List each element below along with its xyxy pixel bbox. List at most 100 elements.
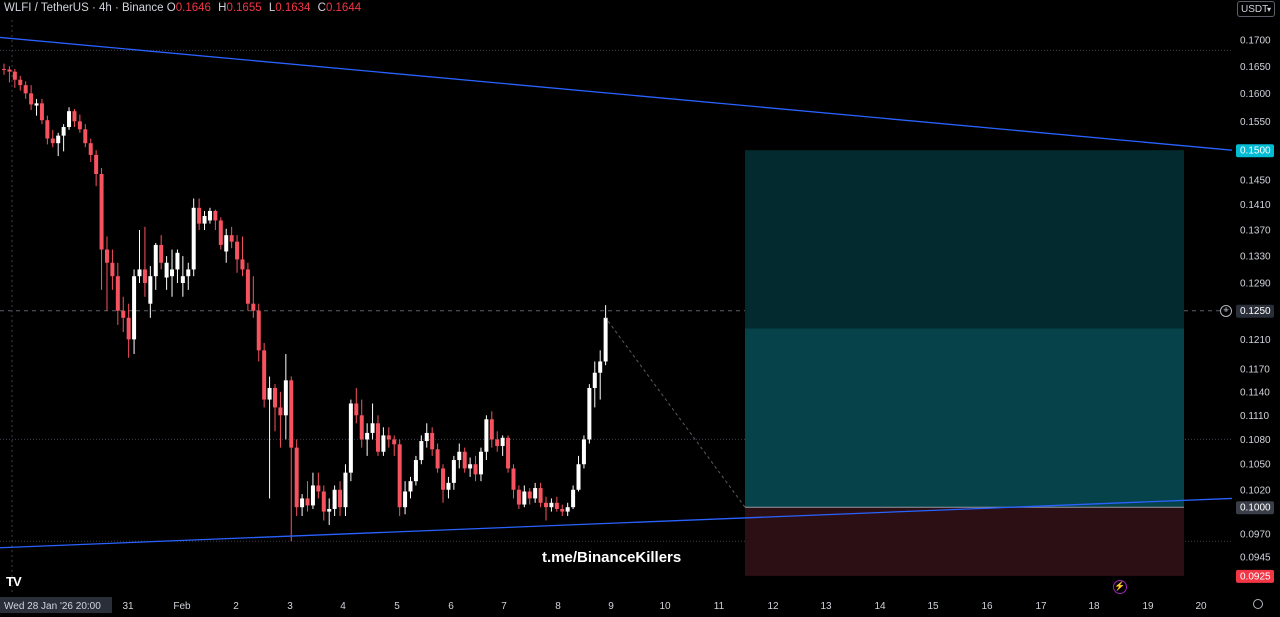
candle-body — [424, 432, 429, 442]
candle-body — [273, 387, 277, 408]
candle-body — [359, 415, 364, 440]
price-tag-label: 0.1000 — [1240, 503, 1271, 514]
trendlines[interactable] — [0, 36, 1233, 549]
candle-body — [473, 464, 478, 475]
symbol-title: WLFI / TetherUS · 4h · Binance — [4, 2, 164, 14]
time-tick-label: 12 — [767, 601, 779, 612]
candle-body — [327, 508, 332, 512]
candle-body — [598, 361, 603, 373]
candle-body — [451, 460, 456, 483]
candle-body — [300, 498, 305, 508]
candle-body — [224, 235, 229, 252]
price-axis[interactable]: 0.1700 0.1650 0.1600 0.1550 0.1450 0.1410 0.13… — [1236, 36, 1274, 583]
candle-body — [7, 69, 12, 72]
candle-body — [61, 127, 66, 136]
currency-button[interactable]: USDT ▾ — [1237, 1, 1275, 17]
candle-body — [316, 485, 321, 492]
candle-body — [565, 507, 570, 512]
candle-body — [294, 447, 299, 508]
time-tick-label: 15 — [927, 601, 939, 612]
candle-body — [560, 508, 565, 512]
candle-body — [72, 111, 77, 122]
price-tick-label: 0.1140 — [1240, 387, 1270, 398]
time-tick-label: 8 — [555, 601, 561, 612]
candle-body — [115, 276, 120, 311]
time-tick-label: 3 — [287, 601, 293, 612]
candle-body — [413, 460, 418, 482]
price-tick-label: 0.1080 — [1240, 435, 1271, 446]
price-tick-label: 0.1020 — [1240, 485, 1271, 496]
time-tick-label: 5 — [394, 601, 400, 612]
candle-body — [527, 491, 532, 499]
candle-body — [446, 482, 451, 490]
candle-body — [218, 220, 223, 245]
candle-body — [278, 407, 283, 416]
time-axis[interactable]: Wed 28 Jan '26 20:00 31 Feb 2 3 4 5 6 7 8 9 10 11 12 1… — [0, 597, 1207, 613]
time-tick-label: 16 — [981, 601, 993, 612]
candle-body — [533, 488, 538, 499]
candle-body — [587, 387, 592, 440]
time-tick-label: 18 — [1088, 601, 1100, 612]
time-tick-label: 13 — [820, 601, 832, 612]
add-alert-icon[interactable]: + — [1220, 305, 1232, 317]
high-label: H — [218, 2, 227, 14]
lightning-icon[interactable]: ⚡ — [1113, 580, 1127, 594]
candle-body — [256, 310, 261, 351]
candle-body — [408, 481, 413, 492]
time-tick-label: 19 — [1142, 601, 1154, 612]
candle-body — [207, 210, 212, 221]
candle-body — [88, 143, 93, 155]
position-target-near — [745, 328, 1184, 508]
candle-body — [484, 419, 489, 452]
close-value: 0.1644 — [325, 2, 362, 14]
candle-body — [419, 441, 424, 461]
candle-body — [126, 317, 131, 340]
candle-body — [495, 439, 500, 446]
candle-body — [511, 468, 516, 490]
position-projection-line — [605, 317, 746, 508]
close-label: C — [317, 2, 326, 14]
candle-body — [142, 269, 147, 283]
low-value: 0.1634 — [275, 2, 311, 14]
candle-body — [245, 269, 250, 304]
candle-body — [538, 488, 543, 503]
long-position-tool[interactable] — [745, 150, 1184, 576]
candle-body — [29, 93, 34, 105]
candle-body — [202, 215, 207, 224]
candle-body — [516, 489, 521, 505]
candle-body — [544, 502, 548, 508]
candle-body — [489, 419, 494, 440]
candle-body — [441, 468, 446, 490]
price-tick-label: 0.1170 — [1240, 364, 1270, 375]
time-tick-label: 31 — [122, 601, 134, 612]
candle-body — [549, 502, 554, 508]
candle-body — [506, 437, 511, 469]
candle-body — [83, 129, 88, 144]
candle-body — [386, 435, 391, 440]
price-tag-box — [1236, 144, 1274, 158]
candle-body — [77, 121, 82, 130]
price-tick-label: 0.1290 — [1240, 278, 1271, 289]
high-value: 0.1655 — [226, 2, 262, 14]
candle-body — [240, 259, 245, 270]
candle-body — [332, 489, 337, 509]
candle-body — [581, 439, 586, 465]
candle-body — [478, 451, 483, 475]
price-tick-label: 0.1600 — [1240, 89, 1271, 100]
candle-body — [468, 464, 473, 469]
candle-body — [457, 451, 462, 461]
price-tick-label: 0.1110 — [1240, 411, 1270, 422]
settings-icon[interactable] — [1253, 599, 1263, 609]
time-tick-label: 17 — [1035, 601, 1047, 612]
time-tick-label: 4 — [340, 601, 346, 612]
candle-body — [12, 71, 17, 80]
candle-body — [305, 498, 310, 506]
price-tick-label: 0.0970 — [1240, 530, 1271, 541]
candle-body — [197, 207, 202, 224]
candle-body — [262, 350, 267, 400]
price-tag-box — [1236, 569, 1274, 583]
candle-body — [170, 269, 175, 277]
time-tick-label: 10 — [659, 601, 671, 612]
price-tick-label: 0.1700 — [1240, 36, 1271, 47]
